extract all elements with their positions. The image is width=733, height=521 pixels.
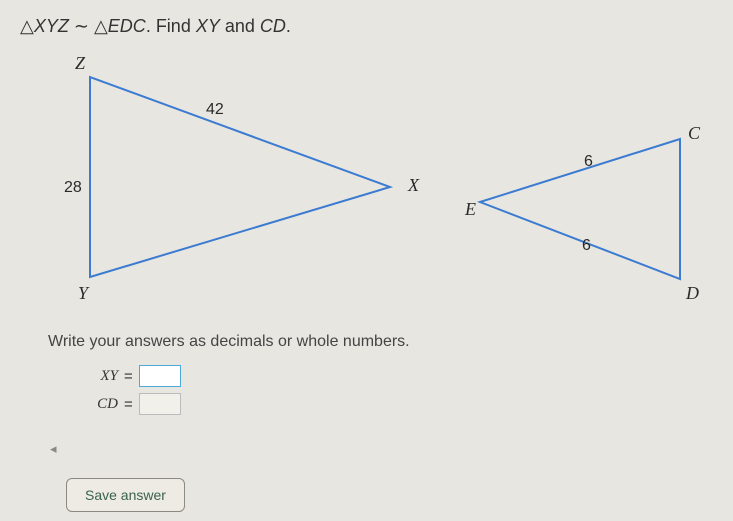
save-button[interactable]: Save answer [66,478,185,512]
vertex-label-d: D [686,283,699,304]
equals-sign: = [124,368,133,385]
answer-label-cd: CD [80,396,118,413]
vertex-label-y: Y [78,283,88,304]
answer-label-xy: XY [80,368,118,385]
vertex-label-c: C [688,123,700,144]
triangle-edc [480,139,680,279]
answer-input-cd[interactable] [139,393,181,415]
side-label-zx: 42 [206,101,224,119]
answer-input-xy[interactable] [139,365,181,387]
triangle-xyz-svg [20,47,733,327]
answer-row-cd: CD = [80,393,713,415]
side-label-zy: 28 [64,179,82,197]
vertex-label-e: E [465,199,476,220]
problem-prompt: △XYZ ∼ △EDC. Find XY and CD. [20,16,713,37]
vertex-label-z: Z [75,53,85,74]
diagram-area: Z Y X 28 42 E C D 6 6 [20,47,713,327]
instruction-text: Write your answers as decimals or whole … [48,333,713,351]
side-label-ec: 6 [584,153,593,171]
answer-row-xy: XY = [80,365,713,387]
side-label-ed: 6 [582,237,591,255]
equals-sign: = [124,396,133,413]
triangle-xyz [90,77,390,277]
answer-area: XY = CD = [80,365,713,415]
vertex-label-x: X [408,175,419,196]
back-arrow-icon[interactable]: ◂ [50,441,57,457]
